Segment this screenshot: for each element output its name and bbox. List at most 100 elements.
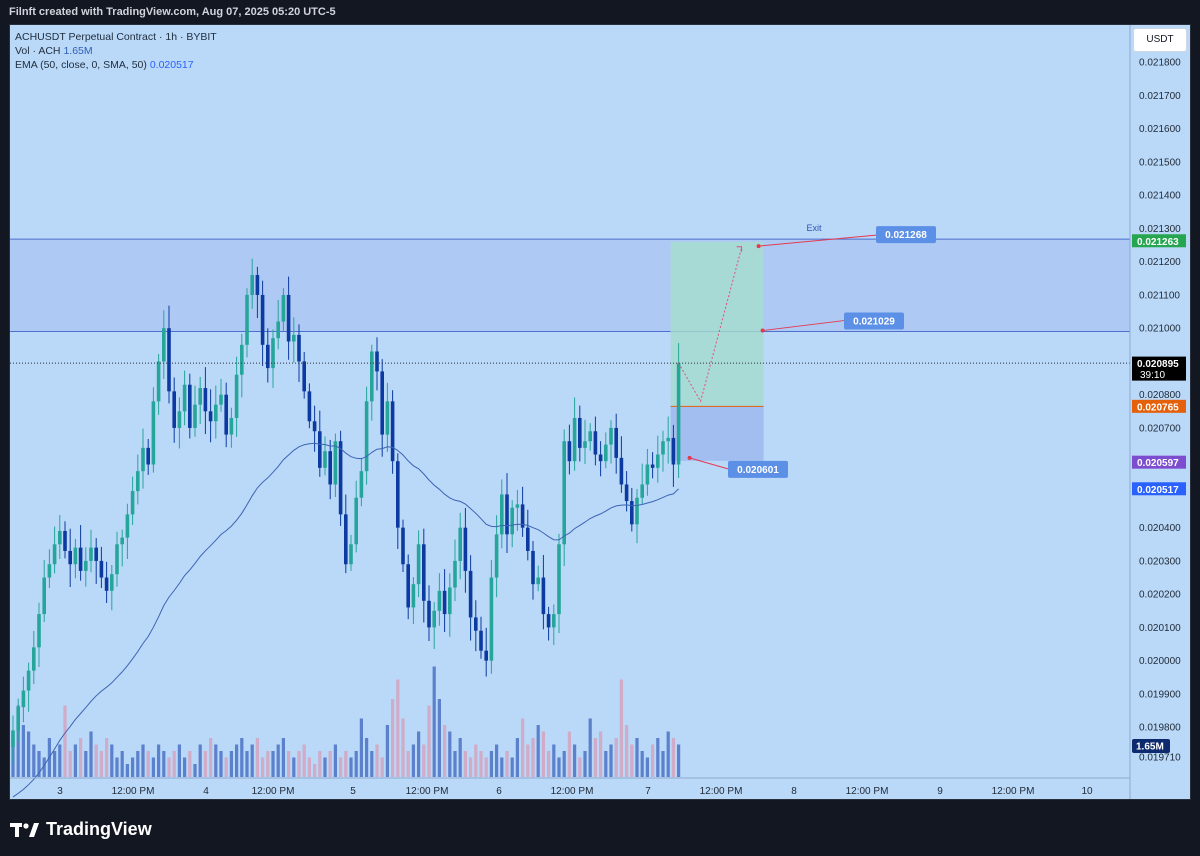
price-tick-label: 0.021100 [1139, 290, 1180, 301]
time-tick-label: 12:00 PM [406, 786, 449, 797]
candle [390, 401, 395, 462]
candle [255, 275, 260, 295]
candle [302, 361, 306, 392]
candle [11, 730, 15, 748]
volume-bar [235, 744, 239, 777]
volume-bar [219, 751, 223, 777]
volume-bar [541, 731, 545, 777]
time-tick-label: 12:00 PM [112, 786, 155, 797]
volume-bar [255, 738, 259, 777]
candle [234, 374, 239, 418]
volume-bar [302, 744, 306, 777]
footer-bar [0, 800, 1200, 856]
price-tick-label: 0.021800 [1139, 58, 1181, 69]
volume-bar [240, 738, 244, 777]
candle [156, 361, 161, 402]
chart-background [10, 25, 1190, 799]
candle [224, 394, 228, 435]
volume-bar [58, 744, 62, 777]
candle [151, 401, 156, 465]
volume-bar [651, 744, 655, 777]
exit-price-label: 0.021268 [885, 230, 927, 241]
candle [593, 431, 598, 455]
currency-unit-button[interactable]: USDT [1133, 28, 1187, 52]
candle [416, 544, 421, 585]
price-axis-tag-bg [1132, 455, 1186, 469]
level-2-label-bg [844, 312, 904, 330]
candle [21, 690, 26, 708]
price-tick-label: 0.019800 [1139, 723, 1181, 734]
volume-bar [521, 718, 525, 777]
candle [307, 391, 312, 422]
volume-bar [120, 751, 124, 777]
candle [130, 491, 135, 515]
volume-bar [661, 751, 665, 777]
volume-bar [141, 744, 145, 777]
candle [354, 497, 358, 545]
candle [266, 344, 270, 369]
volume-bar [68, 751, 72, 777]
candle [78, 547, 83, 571]
volume-bar [474, 744, 478, 777]
candle [318, 431, 322, 468]
volume-bar [411, 744, 415, 777]
candle [47, 564, 52, 578]
volume-bar [307, 757, 311, 777]
chart-canvas[interactable]: 0.021268 Exit 0.021029 0.020601 0.021800 0.02… [10, 25, 1191, 800]
time-tick-label: 7 [645, 786, 651, 797]
candle [458, 527, 462, 561]
volume-bar [531, 738, 535, 777]
volume-bar [510, 757, 514, 777]
volume-bar [333, 744, 337, 777]
volume-bar [203, 751, 207, 777]
volume-bar [172, 751, 176, 777]
volume-bar [604, 751, 608, 777]
volume-bar [495, 744, 499, 777]
legend-ema[interactable]: EMA (50, close, 0, SMA, 50) 0.020517 [15, 58, 217, 72]
candle [188, 384, 192, 428]
candle [250, 275, 254, 295]
candle [671, 437, 676, 465]
legend-volume[interactable]: Vol · ACH 1.65M [15, 44, 217, 58]
volume-bar [151, 757, 155, 777]
chart-legend: ACHUSDT Perpetual Contract · 1h · BYBIT … [15, 30, 217, 72]
candle [68, 550, 72, 565]
time-tick-label: 10 [1081, 786, 1093, 797]
volume-bar [209, 738, 213, 777]
candle [437, 590, 442, 611]
volume-bar [271, 751, 275, 777]
legend-ema-value: 0.020517 [149, 59, 194, 71]
candle [578, 417, 582, 448]
volume-bar [625, 725, 629, 777]
price-tick-label: 0.021500 [1139, 157, 1181, 168]
price-tick-label: 0.019710 [1139, 753, 1181, 764]
candle [484, 650, 488, 661]
volume-bar [250, 744, 254, 777]
volume-bar [16, 705, 20, 777]
legend-symbol[interactable]: ACHUSDT Perpetual Contract · 1h · BYBIT [15, 31, 217, 43]
volume-bar [422, 744, 426, 777]
projection-arrowhead [736, 246, 743, 252]
volume-bar [614, 738, 618, 777]
volume-bar [677, 744, 681, 777]
level-2-connector [762, 320, 845, 332]
chart-frame[interactable]: 0.021268 Exit 0.021029 0.020601 0.021800 0.02… [9, 24, 1191, 800]
volume-bar [167, 757, 171, 777]
candle [520, 504, 525, 528]
exit-tag: Exit [806, 223, 822, 233]
candle [411, 584, 416, 608]
candle [468, 570, 473, 618]
volume-bar [94, 744, 98, 777]
volume-bar [437, 699, 441, 777]
volume-bar [281, 738, 285, 777]
candle [260, 294, 265, 345]
candle [541, 577, 546, 615]
price-tick-label: 0.021600 [1139, 124, 1181, 135]
candle [182, 384, 187, 412]
candle [552, 614, 556, 628]
candle [333, 441, 338, 485]
candle [32, 647, 36, 671]
candle [640, 484, 644, 498]
volume-bar [42, 757, 46, 777]
volume-bar [214, 744, 218, 777]
